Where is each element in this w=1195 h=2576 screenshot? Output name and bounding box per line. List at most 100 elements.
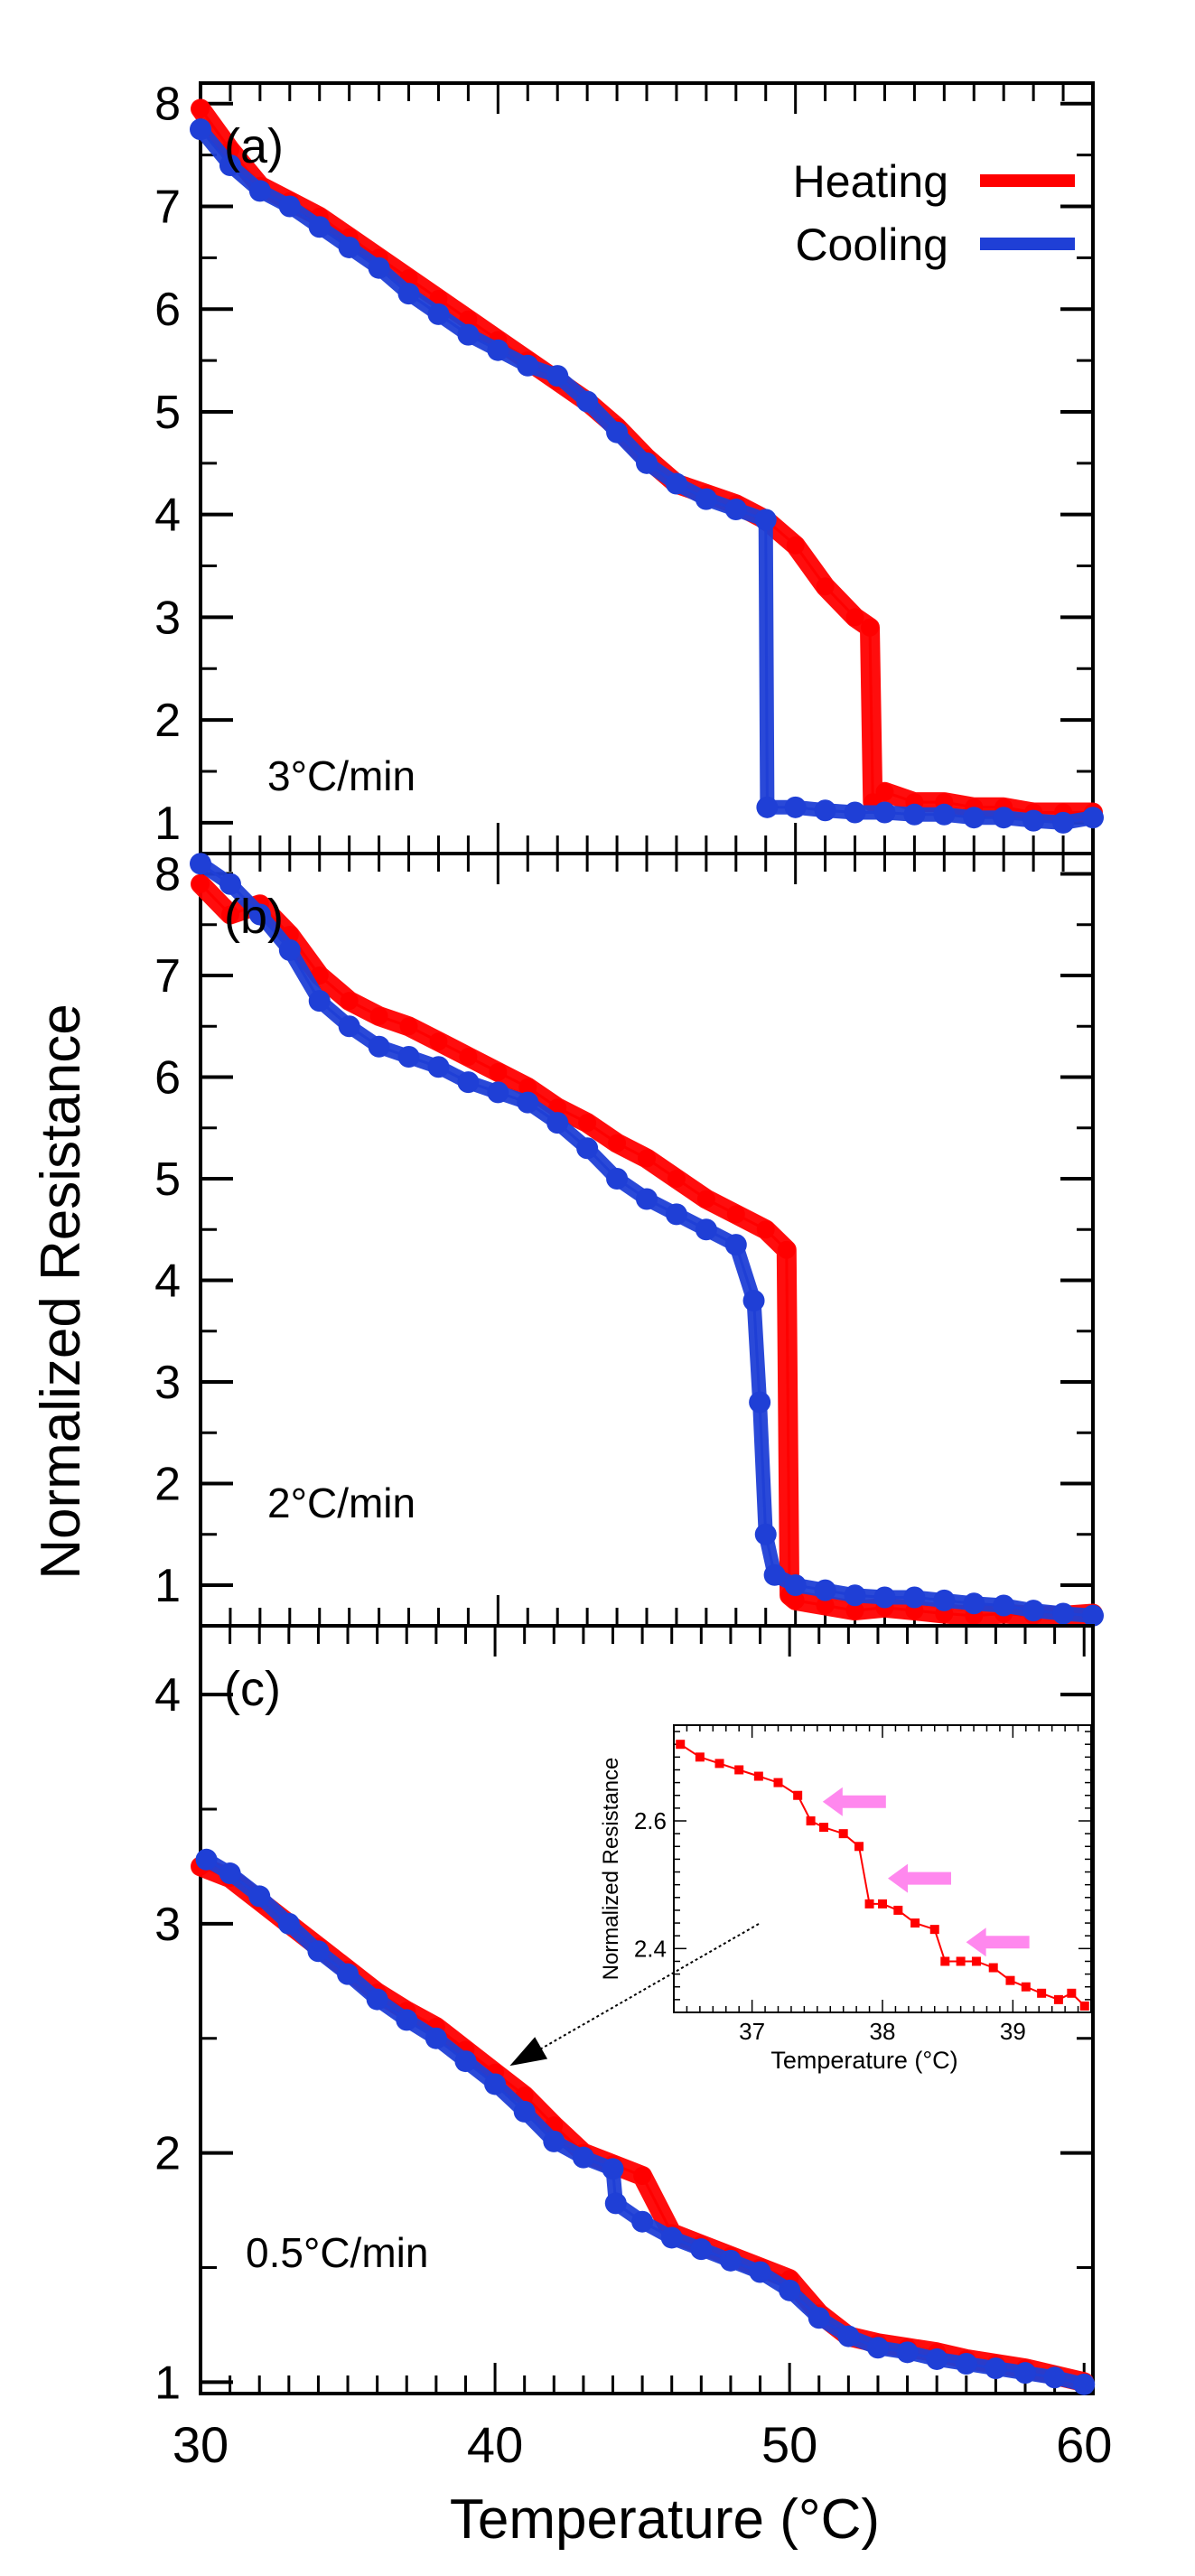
data-point-cooling [695, 1218, 717, 1241]
rate-label: 3°C/min [267, 752, 415, 799]
rate-label: 0.5°C/min [246, 2229, 428, 2276]
data-point-cooling [844, 801, 866, 824]
y-tick-label: 7 [154, 181, 181, 233]
y-tick-label: 5 [154, 387, 181, 439]
inset-data-point [854, 1842, 864, 1852]
inset-data-point [1079, 2001, 1089, 2011]
data-point-heating [816, 577, 835, 596]
y-tick-label: 1 [154, 1560, 181, 1612]
y-tick-label: 5 [154, 1153, 181, 1206]
data-point-cooling [308, 990, 331, 1013]
data-point-cooling [636, 1188, 658, 1210]
data-point-cooling [606, 421, 629, 443]
data-point-cooling [814, 799, 836, 822]
inset-y-tick-label: 2.4 [634, 1935, 667, 1962]
data-point-cooling [754, 509, 777, 531]
data-point-cooling [903, 1586, 926, 1609]
data-point-cooling [955, 2353, 977, 2375]
panel-label: (a) [224, 119, 284, 173]
inset-data-point [806, 1816, 816, 1825]
data-point-cooling [660, 2226, 683, 2249]
data-point-cooling [1082, 1604, 1104, 1627]
data-point-cooling [513, 2100, 536, 2123]
data-point-cooling [873, 801, 896, 824]
data-point-cooling [546, 365, 569, 387]
data-point-cooling [543, 2130, 565, 2152]
step-arrow-icon [966, 1927, 1030, 1957]
data-point-cooling [695, 488, 717, 510]
inset-data-point [734, 1765, 744, 1775]
data-point-cooling [517, 1091, 539, 1114]
inset-data-point [988, 1963, 998, 1973]
data-point-cooling [779, 2279, 801, 2301]
data-point-cooling [784, 796, 807, 818]
data-point-cooling [517, 354, 539, 377]
y-tick-label: 6 [154, 284, 181, 336]
inset-data-point [971, 1956, 981, 1966]
panel-a: 1 2 3 4 5 6 7 8 (a) 3°C/min [154, 79, 1104, 855]
data-point-heating [429, 1032, 448, 1051]
inset-x-label: Temperature (°C) [770, 2047, 957, 2074]
data-point-heating [667, 1170, 686, 1188]
series-thin-cooling [200, 862, 1094, 1618]
data-point-cooling [219, 873, 241, 895]
data-point-cooling [278, 195, 301, 218]
y-tick-label: 2 [154, 1459, 181, 1511]
plot-frame [199, 1624, 1095, 2395]
data-point-cooling [484, 2073, 507, 2095]
y-tick-label: 3 [154, 1357, 181, 1409]
legend: Heating Cooling [793, 156, 1075, 270]
inset-x-tick-label: 37 [739, 2018, 765, 2045]
y-tick-label: 4 [154, 1255, 181, 1308]
data-point-heating [459, 1048, 478, 1066]
data-point-cooling [844, 1584, 866, 1607]
data-point-cooling [487, 339, 509, 361]
y-axis-label: Normalized Resistance [30, 1003, 92, 1579]
inset-x-tick-label: 38 [870, 2018, 896, 2045]
data-point-cooling [454, 2050, 477, 2073]
data-point-cooling [808, 2307, 830, 2329]
data-point-cooling [190, 118, 211, 141]
data-point-cooling [1073, 2373, 1096, 2395]
data-point-heating [191, 874, 210, 893]
inset-data-point [864, 1899, 874, 1909]
x-tick-label: 50 [761, 2416, 817, 2473]
inset-data-point [1021, 1982, 1031, 1992]
data-point-cooling [814, 1579, 836, 1601]
data-point-cooling [963, 1592, 985, 1615]
inset-data-point [940, 1956, 950, 1966]
inset-data-point [753, 1771, 763, 1781]
data-point-heating [861, 618, 879, 637]
y-tick-label: 2 [154, 695, 181, 747]
data-point-cooling [724, 498, 747, 520]
data-point-heating [845, 1601, 864, 1620]
data-point-cooling [572, 2146, 594, 2169]
data-point-cooling [277, 1912, 300, 1935]
data-point-cooling [604, 2192, 627, 2215]
data-point-cooling [307, 1940, 330, 1963]
data-point-cooling [427, 1056, 450, 1078]
data-point-cooling [754, 1523, 777, 1545]
data-point-cooling [248, 903, 271, 926]
y-tick-label: 3 [154, 592, 181, 644]
data-point-cooling [763, 1563, 786, 1586]
data-point-cooling [1014, 2362, 1037, 2385]
data-point-cooling [368, 1035, 390, 1058]
data-point-heating [777, 1240, 796, 1259]
data-point-cooling [397, 283, 420, 305]
data-point-cooling [749, 1391, 771, 1414]
data-point-cooling [576, 390, 599, 413]
data-point-cooling [933, 1589, 956, 1611]
inset-data-point [929, 1925, 939, 1935]
inset-data-point [714, 1759, 724, 1769]
data-point-cooling [487, 1081, 509, 1104]
data-point-cooling [1022, 809, 1045, 832]
data-point-cooling [219, 1862, 241, 1885]
data-point-cooling [756, 796, 779, 818]
data-point-cooling [1043, 2366, 1066, 2389]
data-point-cooling [396, 2009, 418, 2031]
data-point-cooling [576, 1137, 599, 1160]
panel-c: 1 2 3 4 (c) 0.5°C/min 30 40 50 60 [154, 1624, 1112, 2473]
data-point-cooling [366, 1988, 388, 2011]
data-point-cooling [926, 2347, 948, 2370]
